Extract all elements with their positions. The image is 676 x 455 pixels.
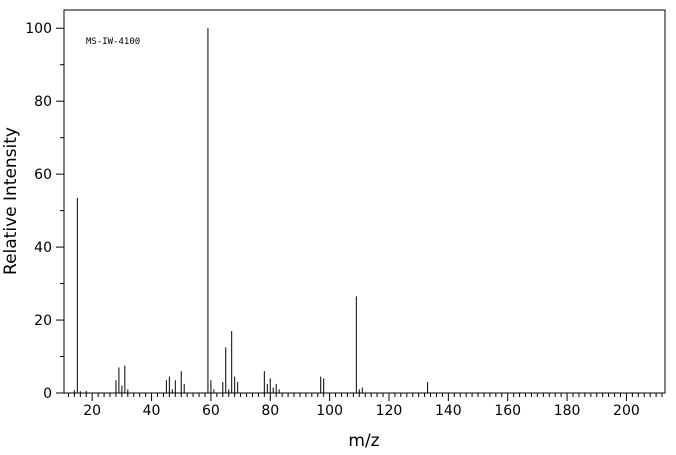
x-tick-label: 80 [261,403,279,419]
x-tick-label: 120 [376,403,403,419]
x-tick-label: 200 [613,403,640,419]
x-tick-label: 180 [554,403,581,419]
y-tick-label: 40 [34,240,52,256]
x-tick-label: 140 [435,403,462,419]
x-axis-label: m/z [348,431,379,451]
annotation: MS-IW-4100 [86,37,140,47]
x-tick-label: 40 [143,403,161,419]
y-tick-label: 80 [34,94,52,110]
x-tick-label: 160 [494,403,521,419]
x-tick-label: 100 [316,403,343,419]
y-tick-label: 0 [43,386,52,402]
x-tick-label: 60 [202,403,220,419]
y-tick-label: 100 [25,21,52,37]
x-tick-label: 20 [83,403,101,419]
plot-frame [63,9,666,394]
y-tick-label: 60 [34,167,52,183]
y-axis-label: Relative Intensity [1,127,21,275]
y-tick-label: 20 [34,313,52,329]
